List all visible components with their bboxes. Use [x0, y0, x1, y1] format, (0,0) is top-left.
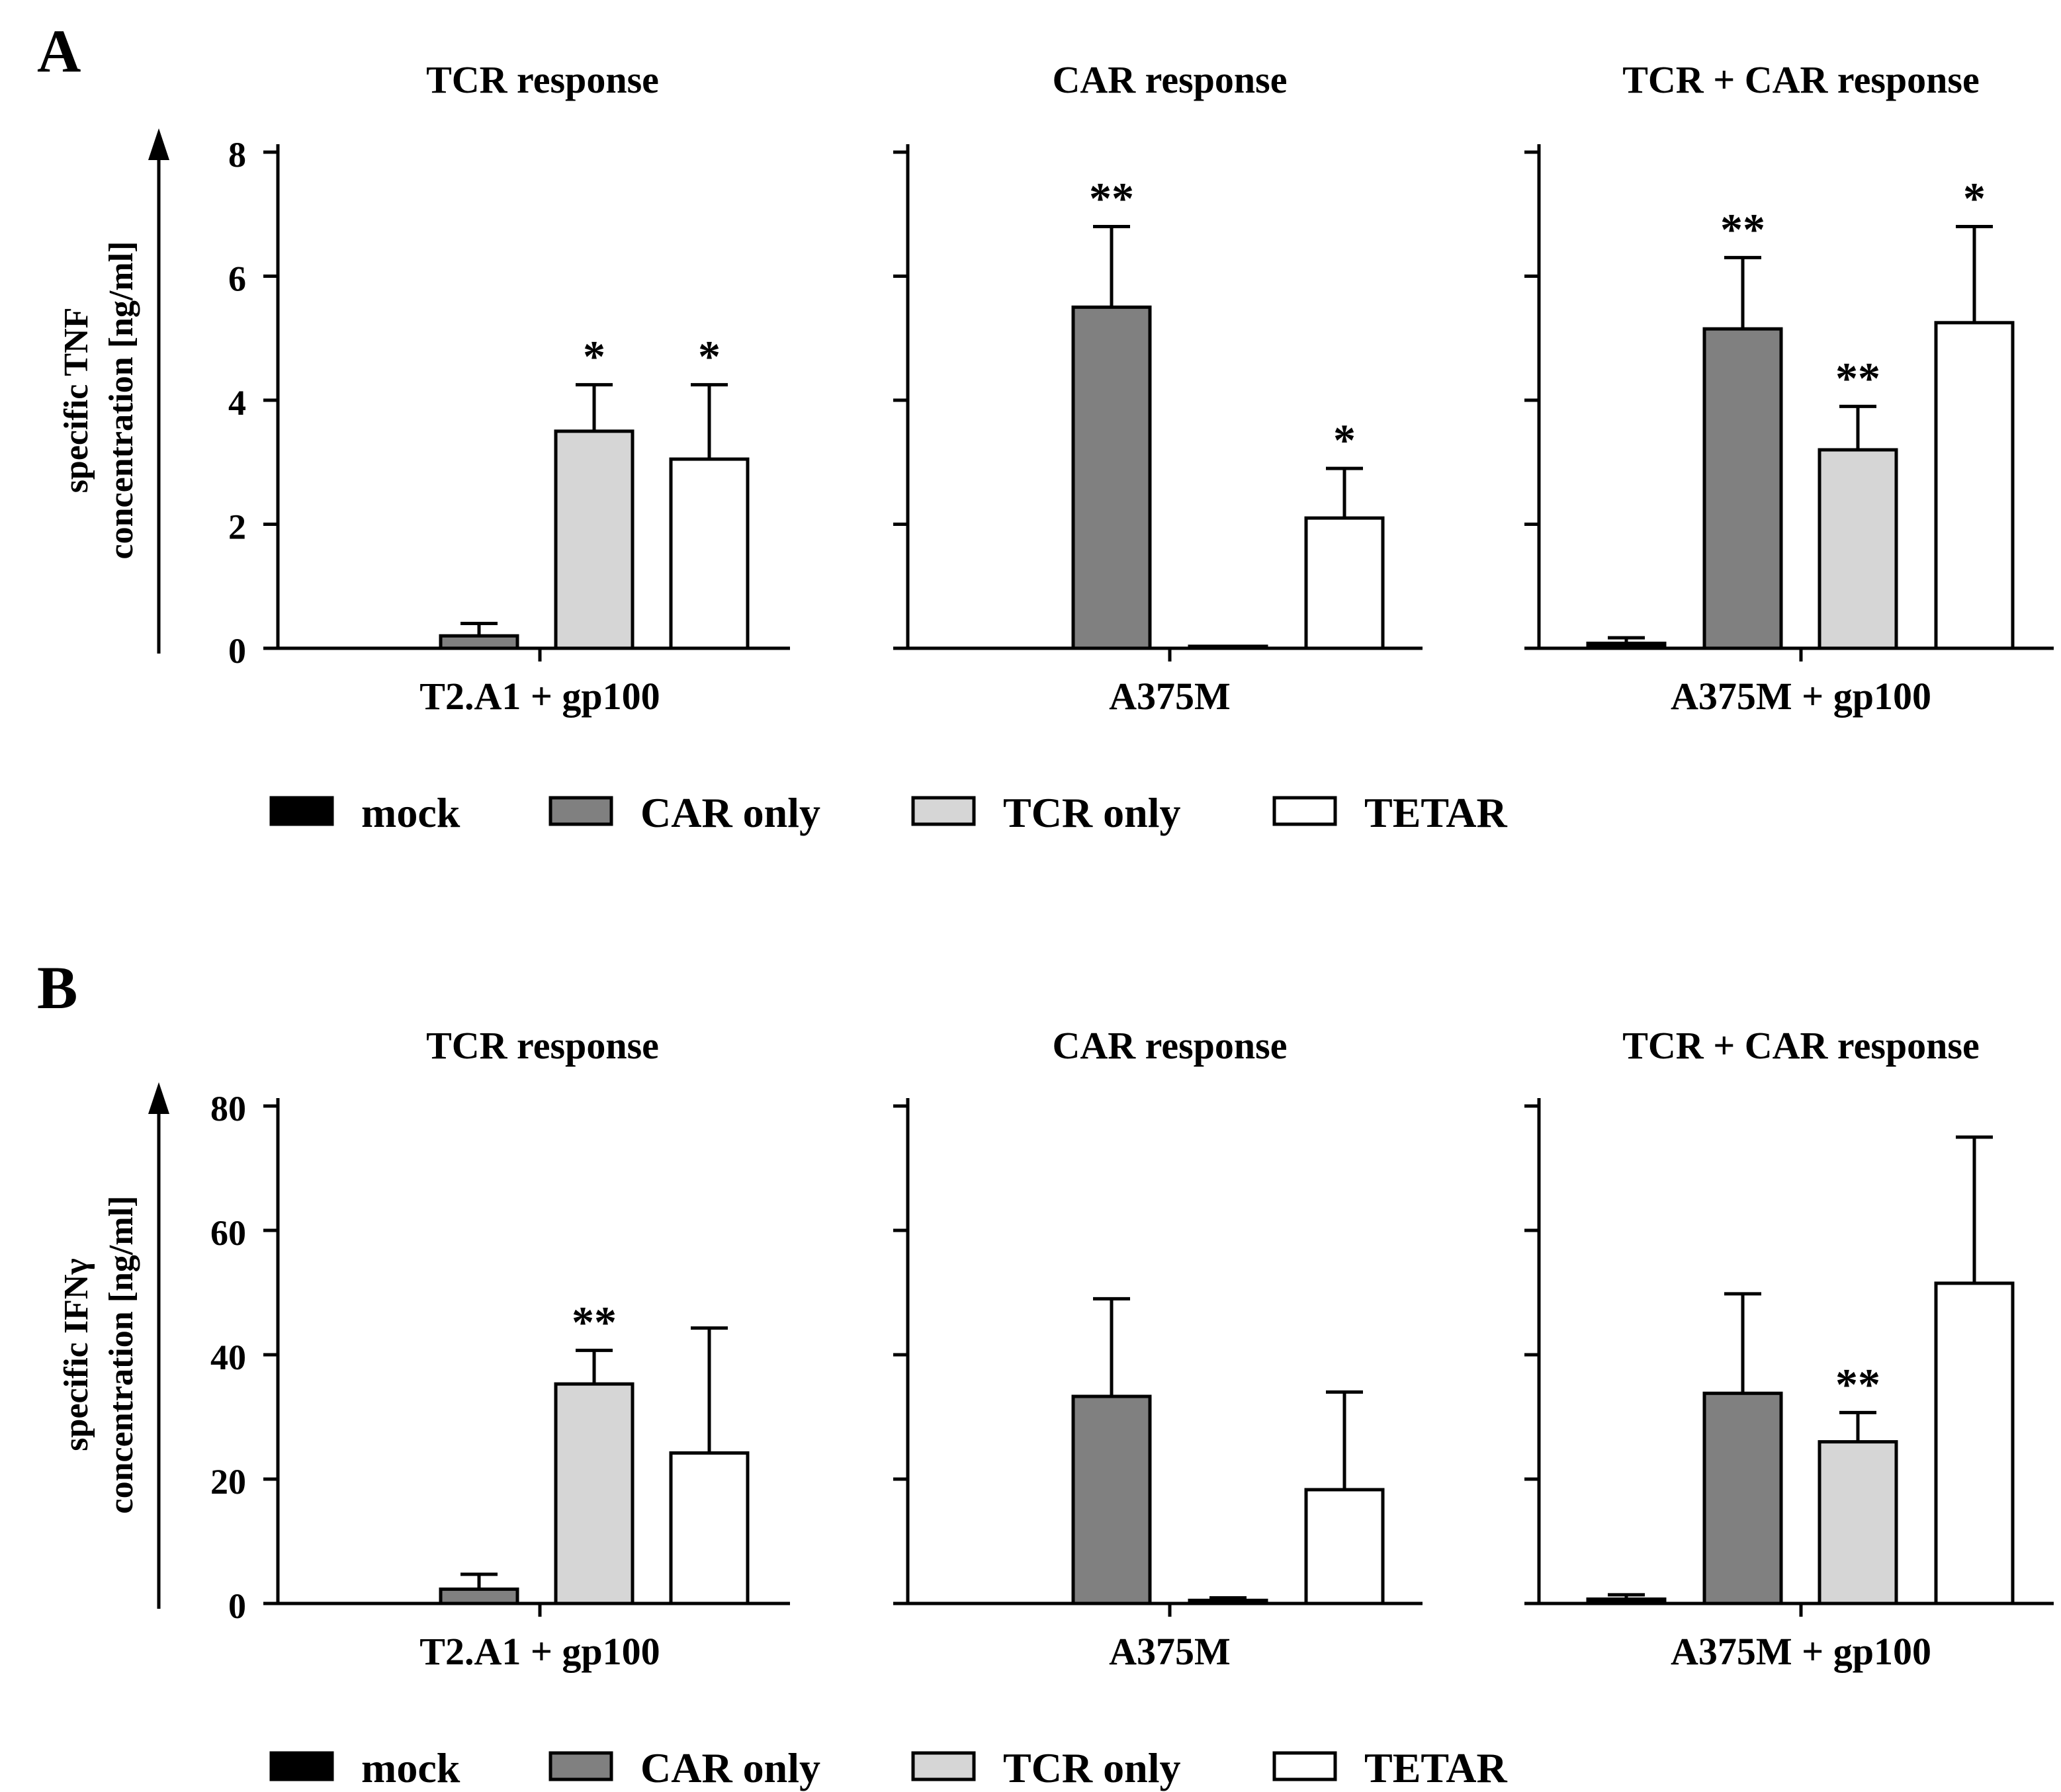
significance-marker: * [1333, 415, 1356, 465]
bar-mock [1586, 642, 1667, 650]
significance-marker: ** [1835, 353, 1880, 403]
y-tick-label: 8 [228, 135, 246, 175]
legend-label: TCR only [1003, 1744, 1181, 1791]
bar-tcr-only [554, 429, 635, 650]
legend-swatch-mock [269, 796, 334, 826]
legend-label: CAR only [640, 789, 820, 836]
legend-swatch-car-only [548, 796, 613, 826]
subplot-B-3: TCR + CAR response A375M + gp100 ** [1524, 1024, 2054, 1673]
legend-label: TETAR [1364, 789, 1508, 836]
legend-swatch-tetar [1272, 796, 1337, 826]
bar-tetar [1934, 321, 2015, 650]
subplot-title: CAR response [1053, 1024, 1288, 1067]
bar-car-only [439, 634, 519, 650]
bar-tcr-only [1188, 644, 1268, 650]
subplot-title: TCR response [426, 1024, 659, 1067]
subplot-title: CAR response [1053, 58, 1288, 101]
y-tick-label: 6 [228, 259, 246, 299]
bar-tetar [669, 457, 750, 650]
y-axis-label: specific TNF concentration [ng/ml] [58, 241, 140, 560]
y-axis-arrowhead [148, 128, 169, 160]
significance-marker: * [698, 331, 721, 382]
y-axis-label-line2: concentration [ng/ml] [103, 1196, 140, 1514]
significance-marker: * [583, 331, 605, 382]
bar-tcr-only [1818, 448, 1898, 650]
x-axis-label: T2.A1 + gp100 [419, 1630, 660, 1673]
bar-tetar [1304, 516, 1385, 650]
y-tick-label: 4 [228, 383, 246, 423]
legend-label: mock [361, 1744, 460, 1791]
y-tick-label: 2 [228, 507, 246, 547]
y-axis-label-line2: concentration [ng/ml] [103, 241, 140, 560]
panel-label: A [37, 17, 81, 85]
y-tick-label: 60 [210, 1213, 246, 1253]
x-axis-label: T2.A1 + gp100 [419, 675, 660, 718]
subplot-title: TCR response [426, 58, 659, 101]
subplot-title: TCR + CAR response [1622, 58, 1980, 101]
y-axis-label-line1: specific IFNγ [58, 1258, 95, 1451]
bar-mock [1586, 1597, 1667, 1605]
legend-swatch-tcr-only [911, 1751, 976, 1781]
legend-label: mock [361, 789, 460, 836]
subplot-B-2: CAR response A375M [893, 1024, 1423, 1673]
bar-tcr-only [1188, 1598, 1268, 1605]
x-axis-label: A375M [1109, 675, 1231, 718]
bar-car-only [439, 1587, 519, 1605]
bar-car-only [1071, 305, 1152, 650]
bar-tcr-only [554, 1382, 635, 1605]
x-axis-label: A375M + gp100 [1671, 1630, 1931, 1673]
significance-marker: ** [1089, 173, 1134, 224]
legend: mock CAR only TCR only TETAR [269, 1744, 1508, 1791]
x-axis-label: A375M + gp100 [1671, 675, 1931, 718]
y-tick-label: 0 [228, 1586, 246, 1626]
subplot-title: TCR + CAR response [1622, 1024, 1980, 1067]
significance-marker: ** [572, 1297, 617, 1347]
bar-car-only [1702, 1391, 1783, 1605]
y-axis-arrowhead [148, 1082, 169, 1114]
legend-swatch-tcr-only [911, 796, 976, 826]
legend-label: TCR only [1003, 789, 1181, 836]
bar-car-only [1071, 1394, 1152, 1605]
bar-tetar [1934, 1281, 2015, 1605]
y-tick-label: 0 [228, 631, 246, 671]
legend-swatch-car-only [548, 1751, 613, 1781]
significance-marker: ** [1720, 204, 1765, 254]
legend: mock CAR only TCR only TETAR [269, 789, 1508, 836]
y-tick-label: 20 [210, 1462, 246, 1502]
bar-tetar [1304, 1488, 1385, 1605]
legend-swatch-tetar [1272, 1751, 1337, 1781]
x-axis-label: A375M [1109, 1630, 1231, 1673]
subplot-B-1: TCR response 0 20 40 60 80 T2.A1 + gp100 ** [210, 1024, 790, 1673]
y-tick-label: 80 [210, 1089, 246, 1129]
subplot-A-1: TCR response 0 2 4 6 8 T2.A1 + gp100 * * [228, 58, 790, 718]
y-axis-label-line1: specific TNF [58, 308, 95, 493]
panel-label: B [37, 954, 77, 1021]
legend-label: CAR only [640, 1744, 820, 1791]
legend-label: TETAR [1364, 1744, 1508, 1791]
legend-swatch-mock [269, 1751, 334, 1781]
y-axis-label: specific IFNγ concentration [ng/ml] [58, 1196, 140, 1514]
significance-marker: ** [1835, 1359, 1880, 1409]
bar-car-only [1702, 327, 1783, 650]
significance-marker: * [1963, 173, 1986, 224]
y-tick-label: 40 [210, 1338, 246, 1377]
bar-tetar [669, 1451, 750, 1605]
bar-tcr-only [1818, 1440, 1898, 1605]
